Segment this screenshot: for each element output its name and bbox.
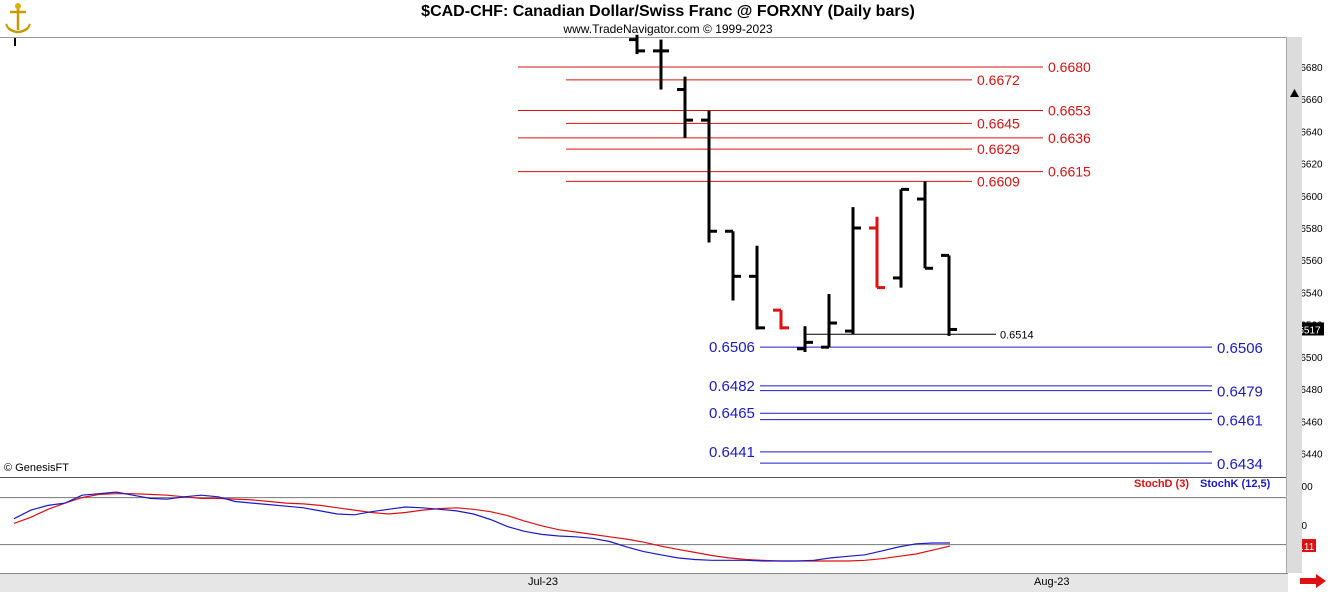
copyright-label: © GenesisFT <box>4 462 69 474</box>
stoch-tick-label: 100 <box>1296 482 1313 493</box>
support-label-left: 0.6441 <box>709 444 755 461</box>
support-label-left: 0.6506 <box>709 339 755 356</box>
resistance-label: 0.6629 <box>977 141 1020 157</box>
price-tick-label: 0.6660 <box>1292 95 1323 106</box>
time-axis: Jul-23 Aug-23 <box>0 573 1288 592</box>
resistance-label: 0.6653 <box>1048 102 1091 118</box>
price-tick-label: 0.6540 <box>1292 288 1323 299</box>
price-tick-label: 0.6560 <box>1292 256 1323 267</box>
stoch-last-label: 23.11 <box>1290 542 1315 553</box>
price-tick-label: 0.6500 <box>1292 353 1323 364</box>
resistance-label: 0.6615 <box>1048 164 1091 180</box>
time-label-aug: Aug-23 <box>1034 576 1070 588</box>
chart-subtitle: www.TradeNavigator.com © 1999-2023 <box>563 22 773 36</box>
price-tick-label: 0.6620 <box>1292 160 1323 171</box>
chart-header: $CAD-CHF: Canadian Dollar/Swiss Franc @ … <box>0 0 1336 44</box>
support-label-left: 0.6482 <box>709 378 755 395</box>
support-label-right: 0.6479 <box>1217 384 1263 401</box>
price-tick-label: 0.6440 <box>1292 449 1323 460</box>
resistance-label: 0.6672 <box>977 72 1020 88</box>
time-label-jul: Jul-23 <box>528 576 558 588</box>
stochd-line <box>13 493 951 562</box>
resistance-label: 0.6609 <box>977 173 1020 189</box>
resistance-label: 0.6645 <box>977 115 1020 131</box>
price-tick-label: 0.6580 <box>1292 224 1323 235</box>
price-tick-label: 0.6680 <box>1292 63 1323 74</box>
support-label-right: 0.6461 <box>1217 413 1263 430</box>
support-label-right: 0.6434 <box>1217 456 1263 473</box>
chart-title: $CAD-CHF: Canadian Dollar/Swiss Franc @ … <box>421 3 915 20</box>
price-tick-label: 0.6480 <box>1292 385 1323 396</box>
pivot-label: 0.6514 <box>1000 329 1034 341</box>
stochastic-panel[interactable] <box>0 477 1288 574</box>
stochk-legend: StochK (12,5) <box>1200 478 1271 490</box>
price-tick-label: 0.6640 <box>1292 127 1323 138</box>
scroll-right-icon[interactable] <box>1298 574 1328 593</box>
stochk-line <box>13 491 950 562</box>
price-tick-label: 0.6460 <box>1292 417 1323 428</box>
last-price-label: 0.6517 <box>1290 325 1321 336</box>
resistance-label: 0.6680 <box>1048 59 1091 75</box>
price-tick-label: 0.6600 <box>1292 192 1323 203</box>
stochd-legend: StochD (3) <box>1134 478 1189 490</box>
support-label-right: 0.6506 <box>1217 340 1263 357</box>
resistance-label: 0.6636 <box>1048 130 1091 146</box>
vertical-scrollbar[interactable] <box>1286 37 1302 573</box>
support-label-left: 0.6465 <box>709 405 755 422</box>
